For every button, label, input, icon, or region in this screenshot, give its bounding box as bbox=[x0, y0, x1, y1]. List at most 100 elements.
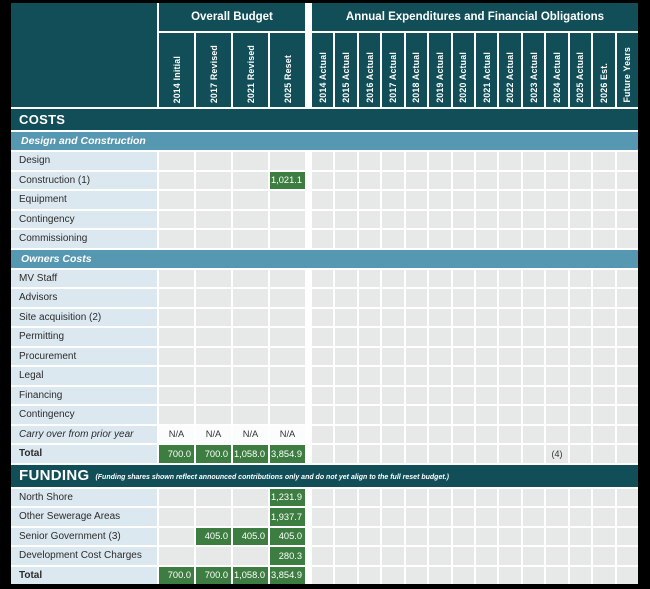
data-cell bbox=[405, 328, 428, 346]
data-cell bbox=[196, 328, 231, 346]
data-cell bbox=[616, 508, 638, 526]
data-cell bbox=[382, 566, 404, 584]
data-cell bbox=[312, 386, 334, 404]
data-cell bbox=[382, 445, 404, 463]
data-cell bbox=[546, 328, 568, 346]
data-cell bbox=[358, 406, 381, 424]
column-header-label: 2021 Revised bbox=[245, 44, 256, 103]
table-row: Other Sewerage Areas 1,937.7 bbox=[11, 508, 638, 526]
data-cell bbox=[358, 547, 381, 565]
table-header: Overall Budget Annual Expenditures and F… bbox=[11, 3, 638, 107]
data-cell bbox=[616, 210, 638, 228]
section-title: COSTS bbox=[19, 112, 66, 127]
data-cell bbox=[312, 191, 334, 209]
data-cell bbox=[405, 308, 428, 326]
column-header-label: 2018 Actual bbox=[411, 52, 422, 103]
data-cell bbox=[593, 508, 615, 526]
data-cell bbox=[546, 289, 568, 307]
data-cell bbox=[196, 308, 231, 326]
table-row: Total 700.0 700.0 1,058.0 3,854.9 (4) bbox=[11, 445, 638, 463]
data-cell bbox=[499, 152, 521, 170]
column-header-label: 2022 Actual bbox=[505, 52, 516, 103]
data-cell bbox=[358, 527, 381, 545]
data-cell bbox=[335, 386, 357, 404]
data-cell bbox=[270, 367, 305, 385]
data-cell bbox=[429, 566, 451, 584]
data-cell bbox=[429, 547, 451, 565]
data-cell bbox=[593, 289, 615, 307]
data-cell bbox=[546, 488, 568, 506]
data-cell bbox=[312, 289, 334, 307]
data-cell bbox=[522, 488, 545, 506]
row-label: Financing bbox=[11, 386, 157, 404]
data-cell bbox=[593, 152, 615, 170]
data-cell bbox=[358, 367, 381, 385]
data-cell bbox=[593, 230, 615, 248]
data-cell bbox=[616, 488, 638, 506]
table-row: Procurement bbox=[11, 347, 638, 365]
data-cell bbox=[522, 406, 545, 424]
data-cell bbox=[522, 191, 545, 209]
data-cell bbox=[382, 547, 404, 565]
data-cell bbox=[382, 328, 404, 346]
data-cell bbox=[522, 386, 545, 404]
data-cell bbox=[382, 308, 404, 326]
data-cell bbox=[569, 527, 592, 545]
data-cell bbox=[522, 171, 545, 189]
data-cell bbox=[569, 289, 592, 307]
column-header-label: Future Years bbox=[622, 47, 633, 103]
data-cell bbox=[522, 289, 545, 307]
data-cell bbox=[546, 508, 568, 526]
data-cell bbox=[358, 425, 381, 443]
data-cell bbox=[159, 230, 194, 248]
data-cell bbox=[196, 191, 231, 209]
data-cell bbox=[522, 210, 545, 228]
row-label: MV Staff bbox=[11, 269, 157, 287]
data-cell bbox=[499, 347, 521, 365]
column-header-label: 2026 Est. bbox=[598, 63, 609, 103]
data-cell bbox=[593, 308, 615, 326]
data-cell bbox=[476, 191, 498, 209]
value-cell: 405.0 bbox=[270, 527, 305, 545]
value-cell: 1,937.7 bbox=[270, 508, 305, 526]
data-cell bbox=[358, 289, 381, 307]
value-cell: 1,231.9 bbox=[270, 488, 305, 506]
data-cell bbox=[499, 367, 521, 385]
data-cell bbox=[452, 367, 474, 385]
data-cell bbox=[196, 347, 231, 365]
data-cell bbox=[522, 308, 545, 326]
column-header: 2014 Actual bbox=[312, 33, 334, 107]
data-cell bbox=[312, 367, 334, 385]
data-cell bbox=[405, 425, 428, 443]
data-cell bbox=[546, 230, 568, 248]
data-cell bbox=[452, 230, 474, 248]
data-cell bbox=[522, 508, 545, 526]
column-header: 2017 Revised bbox=[196, 33, 231, 107]
data-cell bbox=[405, 508, 428, 526]
data-cell bbox=[616, 328, 638, 346]
data-cell bbox=[499, 488, 521, 506]
data-cell bbox=[452, 508, 474, 526]
data-cell bbox=[569, 386, 592, 404]
data-cell bbox=[616, 152, 638, 170]
data-cell bbox=[452, 210, 474, 228]
data-cell bbox=[522, 347, 545, 365]
data-cell bbox=[499, 308, 521, 326]
data-cell bbox=[312, 527, 334, 545]
data-cell bbox=[452, 547, 474, 565]
data-cell bbox=[335, 269, 357, 287]
data-cell bbox=[159, 347, 194, 365]
data-cell bbox=[382, 367, 404, 385]
column-header-label: 2019 Actual bbox=[434, 52, 445, 103]
data-cell bbox=[382, 406, 404, 424]
data-cell bbox=[159, 508, 194, 526]
data-cell bbox=[405, 547, 428, 565]
column-header: 2025 Reset bbox=[270, 33, 305, 107]
data-cell bbox=[233, 269, 268, 287]
data-cell bbox=[569, 171, 592, 189]
data-cell bbox=[312, 547, 334, 565]
data-cell bbox=[196, 367, 231, 385]
data-cell bbox=[312, 152, 334, 170]
data-cell bbox=[546, 308, 568, 326]
data-cell bbox=[452, 527, 474, 545]
